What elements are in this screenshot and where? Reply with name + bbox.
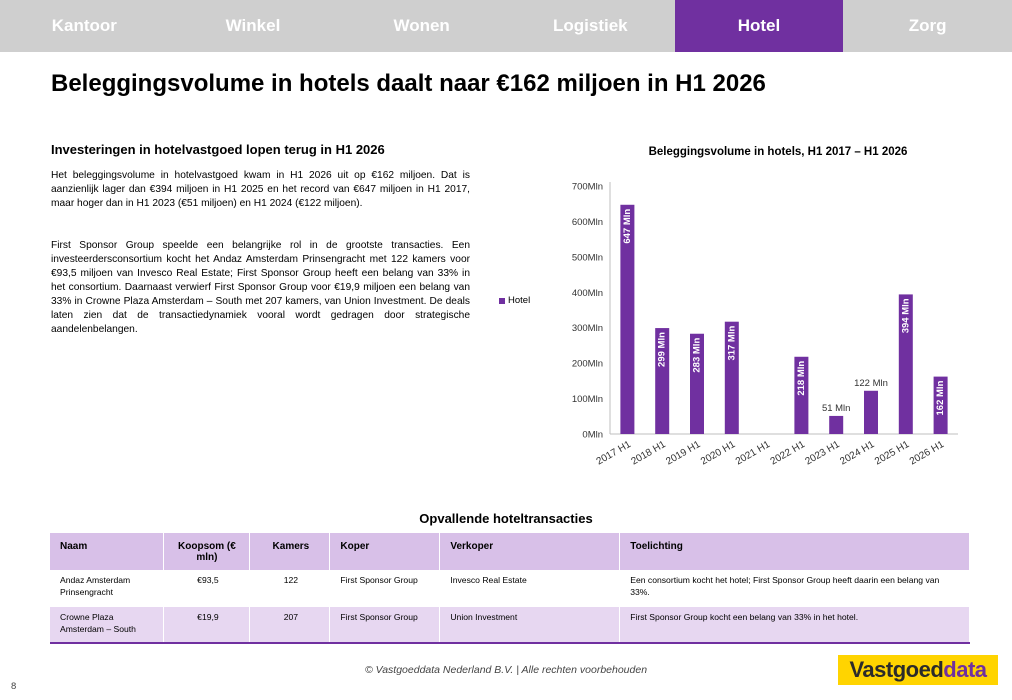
bar-data-label: 283 Mln bbox=[692, 338, 703, 373]
tab-wonen[interactable]: Wonen bbox=[393, 16, 450, 35]
section-heading: Investeringen in hotelvastgoed lopen ter… bbox=[51, 142, 385, 157]
y-tick-label: 400Mln bbox=[572, 288, 603, 299]
header-koopsom: Koopsom (€ mln) bbox=[163, 533, 251, 570]
page-number: 8 bbox=[11, 681, 17, 692]
cell-koper: First Sponsor Group bbox=[329, 607, 441, 644]
tab-zorg[interactable]: Zorg bbox=[908, 16, 947, 35]
table-header-row: Naam Koopsom (€ mln) Kamers Koper Verkop… bbox=[50, 533, 970, 570]
bar bbox=[620, 204, 635, 434]
cell-koopsom: €93,5 bbox=[163, 570, 251, 607]
y-tick-label: 600Mln bbox=[572, 217, 603, 228]
table-title: Opvallende hoteltransacties bbox=[419, 511, 593, 526]
bar bbox=[655, 328, 670, 434]
tab-hotel[interactable]: Hotel bbox=[674, 0, 844, 52]
bar-data-label: 218 Mln bbox=[796, 361, 807, 396]
header-kamers: Kamers bbox=[249, 533, 331, 570]
bar bbox=[933, 376, 948, 434]
header-verkoper: Verkoper bbox=[439, 533, 621, 570]
bar bbox=[690, 333, 704, 434]
table-row: Andaz Amsterdam Prinsengracht €93,5 122 … bbox=[50, 570, 970, 607]
cell-toelichting: First Sponsor Group kocht een belang van… bbox=[619, 607, 970, 644]
x-tick-label: 2019 H1 bbox=[664, 439, 703, 468]
bar bbox=[829, 415, 844, 434]
x-tick-label: 2026 H1 bbox=[908, 439, 947, 468]
cell-koper: First Sponsor Group bbox=[329, 570, 441, 607]
y-tick-label: 500Mln bbox=[572, 252, 603, 263]
bar bbox=[898, 294, 913, 434]
body-paragraph-1: Het beleggingsvolume in hotelvastgoed kw… bbox=[51, 170, 470, 209]
cell-toelichting: Een consortium kocht het hotel; First Sp… bbox=[619, 570, 970, 607]
top-navigation: Kantoor Winkel Wonen Logistiek Hotel Zor… bbox=[0, 0, 1012, 52]
table-row: Crowne Plaza Amsterdam – South €19,9 207… bbox=[50, 607, 970, 644]
x-tick-label: 2017 H1 bbox=[595, 439, 634, 468]
x-tick-label: 2025 H1 bbox=[873, 439, 912, 468]
bar-data-label: 647 Mln bbox=[622, 209, 633, 244]
bar-data-label: 122 Mln bbox=[854, 378, 888, 389]
cell-koopsom: €19,9 bbox=[163, 607, 251, 644]
cell-naam: Crowne Plaza Amsterdam – South bbox=[50, 607, 165, 644]
y-tick-label: 200Mln bbox=[572, 359, 603, 370]
x-tick-label: 2021 H1 bbox=[734, 439, 773, 468]
y-tick-label: 0Mln bbox=[582, 430, 603, 441]
chart-legend: Hotel bbox=[499, 295, 530, 306]
logo-text-part1: Vastgoed bbox=[849, 657, 944, 682]
x-tick-label: 2022 H1 bbox=[769, 439, 808, 468]
x-tick-label: 2023 H1 bbox=[803, 439, 842, 468]
bar-data-label: 51 Mln bbox=[822, 403, 851, 414]
bar-data-label: 394 Mln bbox=[900, 298, 911, 333]
legend-swatch bbox=[499, 297, 505, 304]
header-koper: Koper bbox=[329, 533, 441, 570]
y-tick-label: 300Mln bbox=[572, 323, 603, 334]
legend-label: Hotel bbox=[508, 295, 531, 306]
tab-logistiek[interactable]: Logistiek bbox=[552, 16, 628, 35]
bar bbox=[724, 321, 739, 434]
bar-data-label: 317 Mln bbox=[726, 326, 737, 361]
page-title: Beleggingsvolume in hotels daalt naar €1… bbox=[51, 70, 766, 97]
cell-verkoper: Invesco Real Estate bbox=[439, 570, 621, 607]
x-tick-label: 2018 H1 bbox=[629, 439, 668, 468]
x-tick-label: 2024 H1 bbox=[838, 439, 877, 468]
logo-text-part2: data bbox=[943, 657, 987, 682]
cell-naam: Andaz Amsterdam Prinsengracht bbox=[50, 570, 165, 607]
tab-kantoor[interactable]: Kantoor bbox=[51, 16, 117, 35]
vastgoeddata-logo: Vastgoed data bbox=[838, 655, 998, 685]
y-tick-label: 700Mln bbox=[572, 182, 603, 193]
cell-verkoper: Union Investment bbox=[439, 607, 621, 644]
transactions-table: Naam Koopsom (€ mln) Kamers Koper Verkop… bbox=[50, 533, 970, 644]
bar bbox=[794, 356, 809, 434]
copyright-footer: © Vastgoeddata Nederland B.V. | Alle rec… bbox=[364, 664, 648, 676]
cell-kamers: 207 bbox=[249, 607, 331, 644]
bar bbox=[864, 390, 878, 434]
cell-kamers: 122 bbox=[249, 570, 331, 607]
x-tick-label: 2020 H1 bbox=[699, 439, 738, 468]
bar-data-label: 299 Mln bbox=[657, 332, 668, 367]
y-tick-label: 100Mln bbox=[572, 394, 603, 405]
header-naam: Naam bbox=[50, 533, 165, 570]
bar-data-label: 162 Mln bbox=[935, 380, 946, 415]
header-toelichting: Toelichting bbox=[619, 533, 970, 570]
body-paragraph-2: First Sponsor Group speelde een belangri… bbox=[51, 240, 470, 335]
chart-title: Beleggingsvolume in hotels, H1 2017 – H1… bbox=[648, 146, 908, 158]
tab-winkel[interactable]: Winkel bbox=[225, 16, 281, 35]
